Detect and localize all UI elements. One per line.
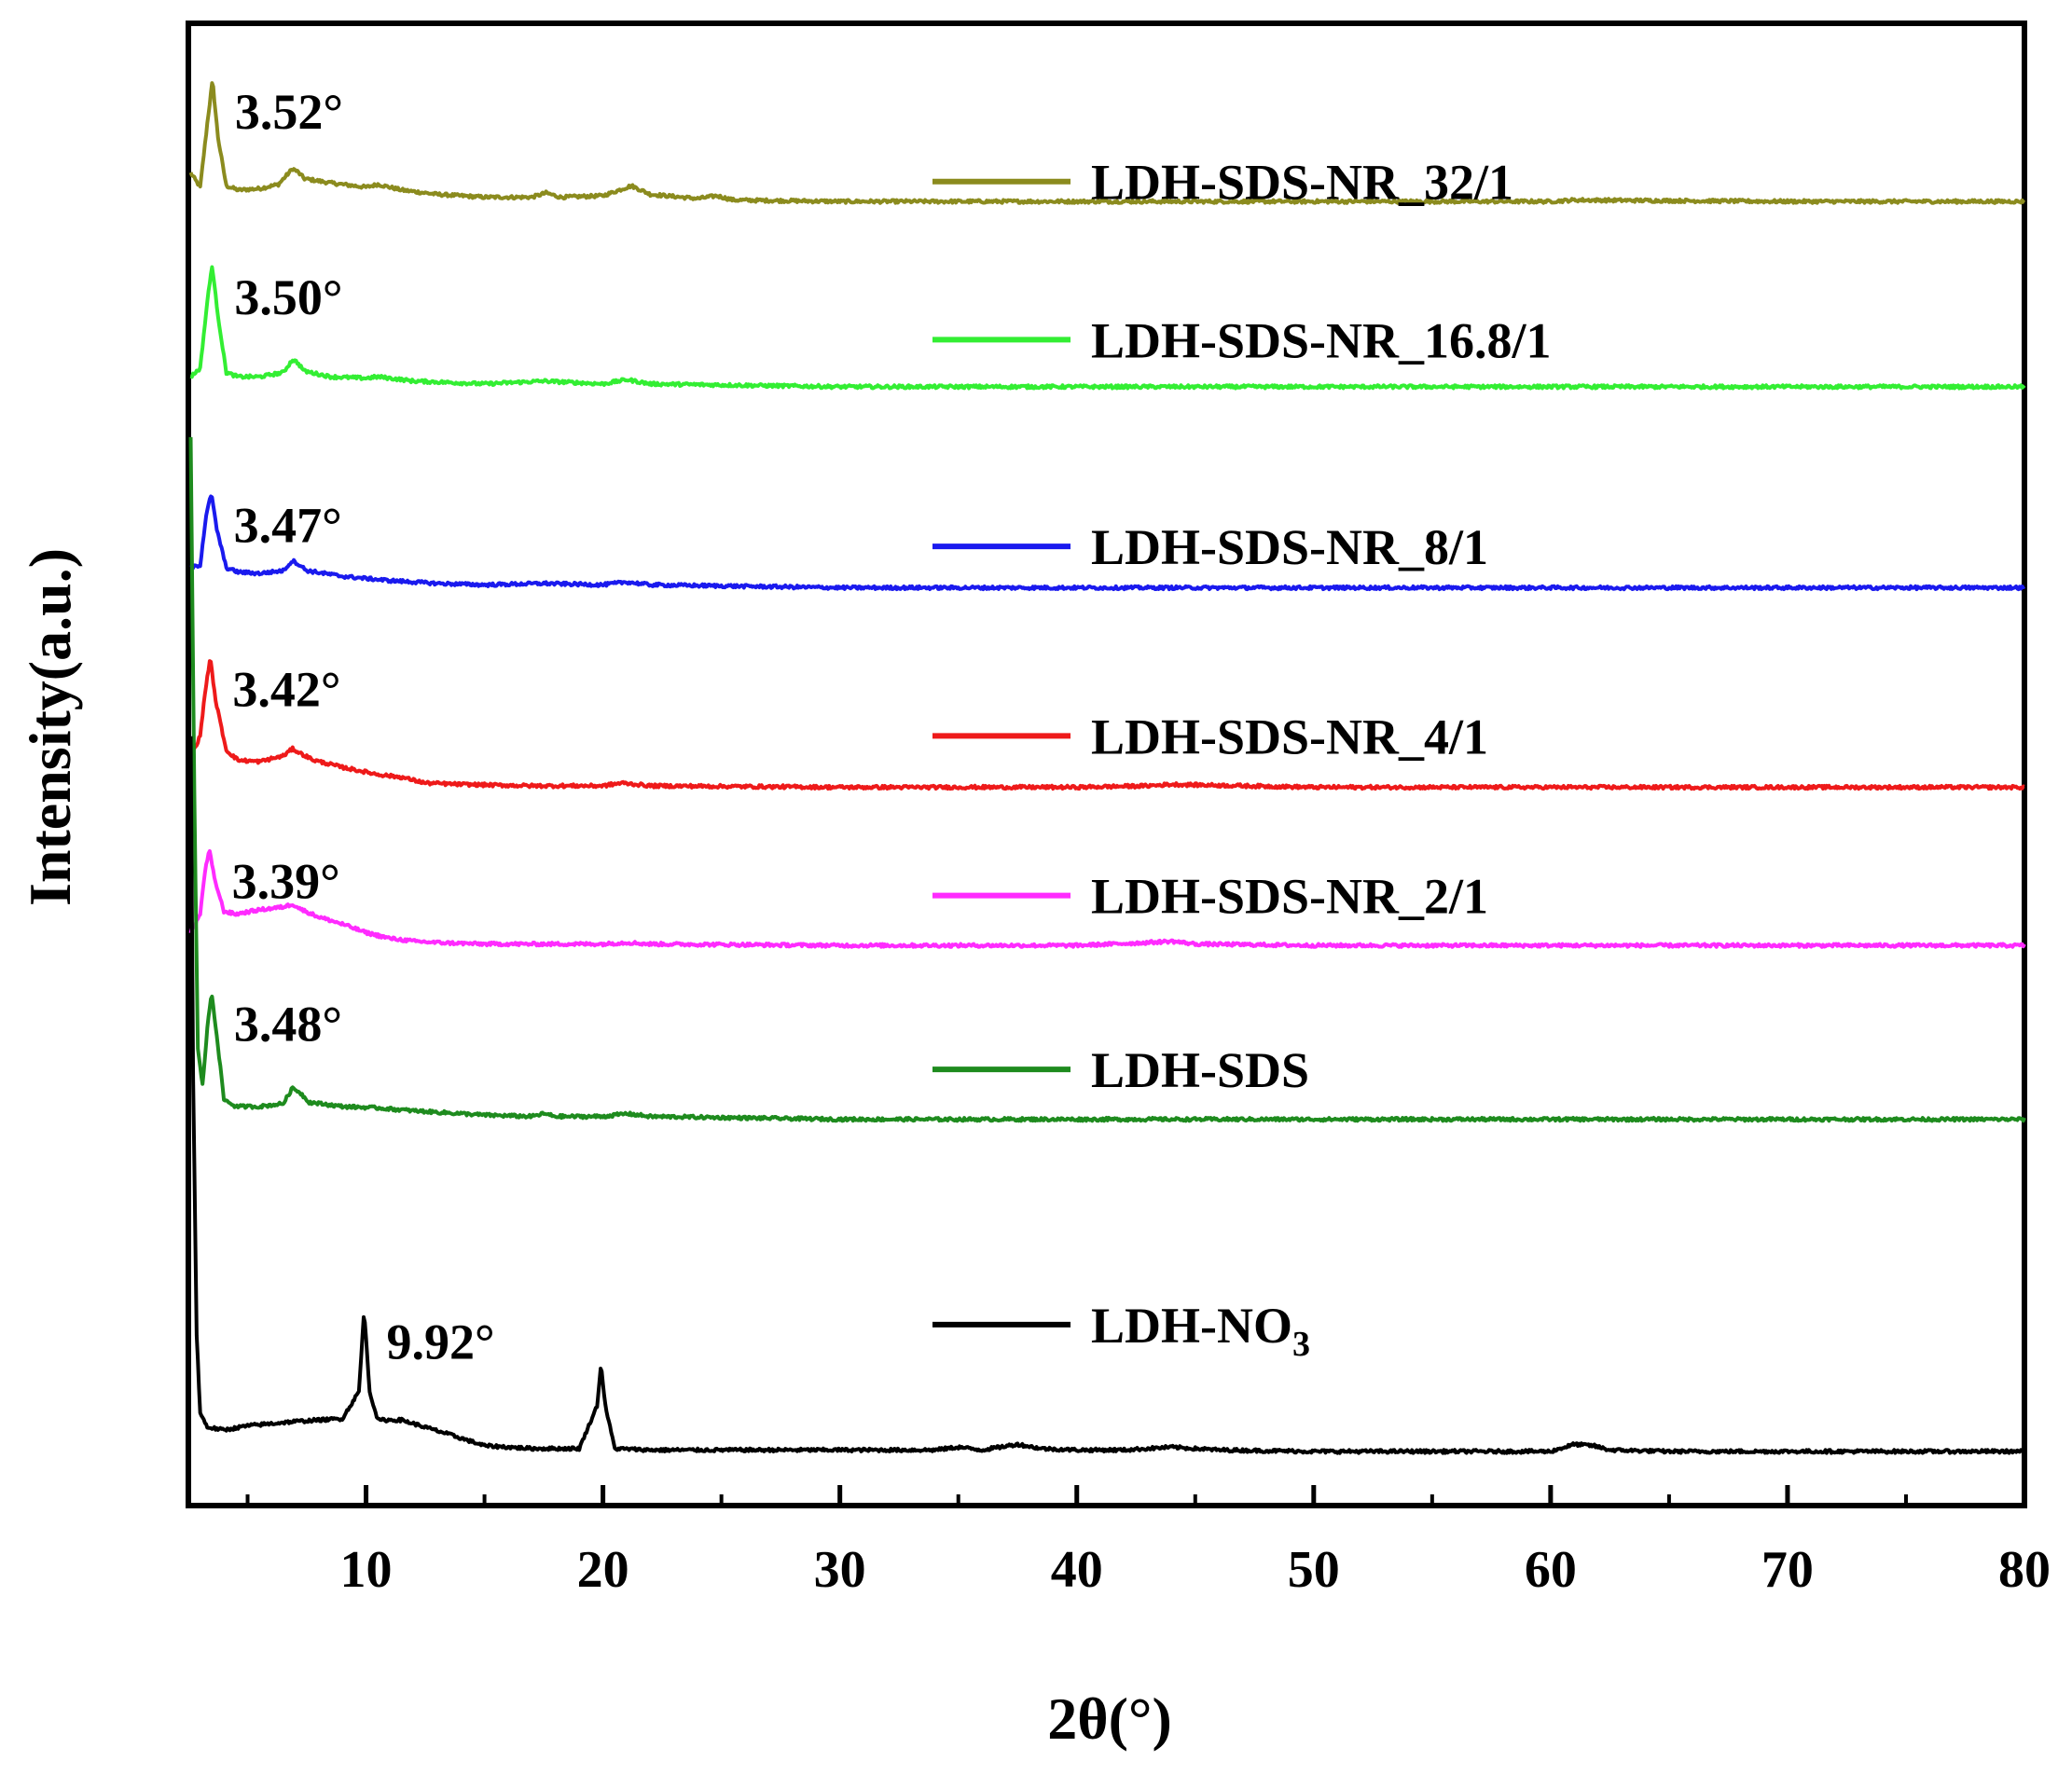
x-tick-label: 60 (1525, 1541, 1577, 1599)
peak-annotation: 3.42° (232, 661, 340, 717)
peak-annotation: 3.48° (234, 997, 342, 1053)
legend-label: LDH-SDS-NR_8/1 (1091, 519, 1488, 575)
x-axis-label: 2θ(°) (1047, 1686, 1172, 1752)
peak-annotation: 3.52° (235, 84, 343, 140)
peak-annotation: 3.39° (232, 854, 340, 910)
series-line-1 (189, 265, 2026, 391)
x-tick-label: 80 (1998, 1541, 2051, 1599)
series-line-6 (188, 736, 2025, 1455)
series-line-4 (188, 848, 2026, 949)
series-line-5 (188, 436, 2026, 1123)
peak-annotation: 3.50° (234, 269, 342, 325)
legend-label: LDH-NO3 (1091, 1298, 1310, 1364)
peak-annotation: 9.92° (387, 1314, 495, 1370)
legend-label: LDH-SDS-NR_16.8/1 (1091, 312, 1552, 368)
x-tick-label: 30 (814, 1541, 866, 1599)
series-line-2 (189, 494, 2026, 592)
x-tick-label: 70 (1761, 1541, 1814, 1599)
x-tick-label: 10 (340, 1541, 393, 1599)
x-tick-label: 40 (1051, 1541, 1103, 1599)
series-line-0 (188, 81, 2026, 205)
legend-label: LDH-SDS-NR_2/1 (1091, 869, 1488, 925)
plot-frame (186, 21, 2027, 1508)
legend-label: LDH-SDS-NR_32/1 (1091, 155, 1513, 211)
x-tick-label: 50 (1288, 1541, 1340, 1599)
series-line-3 (188, 659, 2025, 791)
legend-label: LDH-SDS (1091, 1042, 1309, 1098)
legend-label: LDH-SDS-NR_4/1 (1091, 709, 1488, 764)
x-tick-label: 20 (577, 1541, 629, 1599)
peak-annotation: 3.47° (234, 498, 342, 554)
y-axis-label: Intensity(a.u.) (17, 548, 83, 906)
